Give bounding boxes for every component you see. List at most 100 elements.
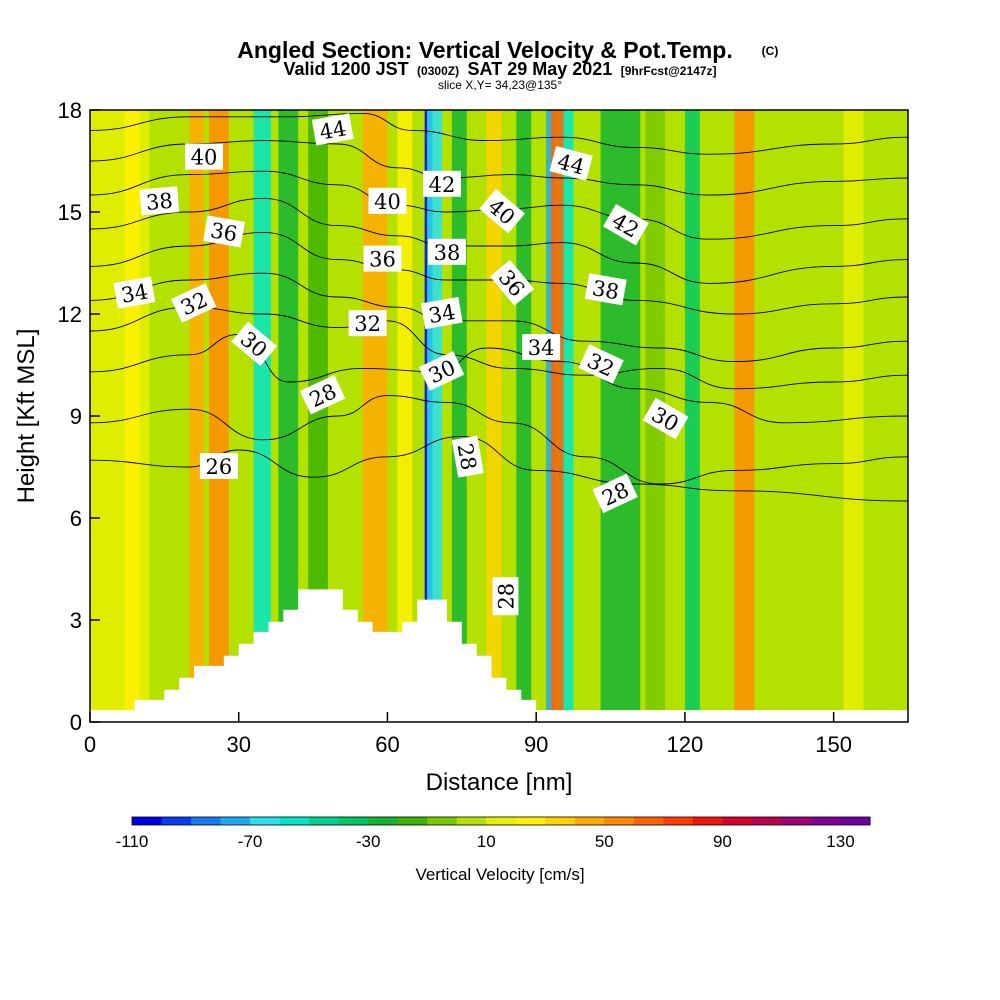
- colorbar-swatch: [840, 817, 871, 825]
- contour-label: 32: [348, 310, 387, 337]
- contour-label-text: 34: [119, 279, 149, 307]
- contour-label-box: [642, 397, 689, 440]
- contour-label-text: 36: [369, 248, 396, 272]
- colorbar-swatch: [810, 817, 841, 825]
- velocity-band: [124, 110, 140, 722]
- contour-label-text: 44: [318, 116, 348, 144]
- colorbar-swatch: [161, 817, 192, 825]
- contour-label-box: [299, 374, 346, 415]
- y-tick-label: 18: [58, 98, 82, 123]
- contour-label-text: 38: [145, 189, 174, 215]
- contour-label-text: 38: [434, 241, 461, 265]
- contour-label: 42: [422, 170, 461, 197]
- contour-label: 42: [602, 203, 649, 246]
- velocity-band: [600, 110, 641, 722]
- isentrope-38: [90, 197, 908, 284]
- colorbar-tick-label: -110: [116, 832, 149, 851]
- slice-label: slice X,Y= 34,23@135°: [438, 78, 562, 92]
- contour-label-box: [418, 351, 465, 391]
- y-tick-label: 3: [70, 608, 82, 633]
- subtitle-zulu-time: (0300Z): [417, 64, 459, 78]
- colorbar-tick-label: 10: [477, 832, 496, 851]
- contour-label-text: 28: [494, 583, 518, 610]
- contour-label: 34: [113, 276, 156, 309]
- velocity-band: [734, 110, 755, 722]
- contour-label-text: 34: [427, 300, 457, 328]
- colorbar-swatch: [515, 817, 546, 825]
- contour-label-box: [231, 321, 278, 367]
- velocity-band: [684, 110, 700, 722]
- velocity-band: [784, 110, 809, 722]
- colorbar-tick-label: 90: [713, 832, 732, 851]
- colorbar-swatch: [663, 817, 694, 825]
- velocity-band: [516, 110, 532, 722]
- colorbar-frame: [131, 816, 871, 826]
- contour-label: 34: [522, 334, 561, 360]
- contour-label: 38: [584, 273, 627, 306]
- colorbar-swatch: [722, 817, 753, 825]
- velocity-band: [253, 110, 271, 722]
- contour-label-box: [363, 245, 402, 272]
- y-tick-label: 12: [58, 302, 82, 327]
- contour-label: 40: [368, 187, 407, 214]
- chart-title: Angled Section: Vertical Velocity & Pot.…: [237, 37, 732, 63]
- contour-label-text: 42: [429, 173, 456, 197]
- contour-label-box: [113, 276, 156, 309]
- contour-label: 28: [451, 435, 484, 478]
- colorbar-tick-label: -30: [356, 832, 381, 851]
- colorbar-swatch: [279, 817, 310, 825]
- contour-label: 38: [139, 186, 180, 216]
- isentrope-32: [90, 306, 908, 390]
- colorbar-swatch: [397, 817, 428, 825]
- colorbar-swatch: [692, 817, 723, 825]
- contour-label: 38: [427, 238, 466, 265]
- isentrope-44: [90, 112, 908, 155]
- colorbar-swatch: [427, 817, 458, 825]
- contour-label-box: [592, 473, 638, 514]
- y-tick-label: 9: [70, 404, 82, 429]
- subtitle-date: SAT 29 May 2021: [468, 59, 613, 79]
- contour-label-text: 36: [209, 218, 239, 246]
- colorbar-swatch: [633, 817, 664, 825]
- y-axis-title: Height [Kft MSL]: [13, 329, 40, 504]
- colorbar-swatch: [751, 817, 782, 825]
- x-tick-label: 90: [524, 732, 548, 757]
- contour-label-box: [311, 113, 354, 146]
- contour-label-text: 40: [191, 146, 218, 170]
- colorbar-swatch: [368, 817, 399, 825]
- isentrope-42: [90, 140, 908, 196]
- velocity-band: [189, 110, 205, 722]
- colorbar-swatch: [574, 817, 605, 825]
- contour-label: 44: [549, 145, 593, 181]
- contour-label-box: [578, 344, 624, 384]
- contour-label-box: [451, 435, 484, 478]
- contour-label: 44: [311, 113, 354, 146]
- contour-label-box: [479, 189, 526, 234]
- velocity-band: [278, 110, 299, 722]
- contour-label-box: [584, 273, 627, 306]
- contour-label-box: [185, 143, 224, 170]
- contour-label: 26: [199, 453, 238, 479]
- contour-label-box: [492, 577, 519, 616]
- colorbar-swatch: [220, 817, 251, 825]
- y-tick-label: 15: [58, 200, 82, 225]
- x-axis-title: Distance [nm]: [426, 769, 573, 796]
- colorbar-title: Vertical Velocity [cm/s]: [415, 865, 584, 884]
- colorbar-swatch: [132, 817, 163, 825]
- contour-label-text: 32: [354, 312, 381, 336]
- x-tick-label: 150: [815, 732, 852, 757]
- x-tick-label: 60: [375, 732, 399, 757]
- title-copyright-mark: (C): [762, 44, 779, 58]
- contour-label-box: [522, 334, 561, 360]
- contour-label-box: [368, 187, 407, 214]
- contour-label: 36: [203, 215, 245, 248]
- contour-label-text: 28: [453, 442, 481, 472]
- contour-label-box: [348, 310, 387, 337]
- colorbar-tick-label: 130: [826, 832, 854, 851]
- contour-label-box: [199, 453, 238, 479]
- velocity-band: [308, 110, 328, 722]
- colorbar-swatch: [545, 817, 576, 825]
